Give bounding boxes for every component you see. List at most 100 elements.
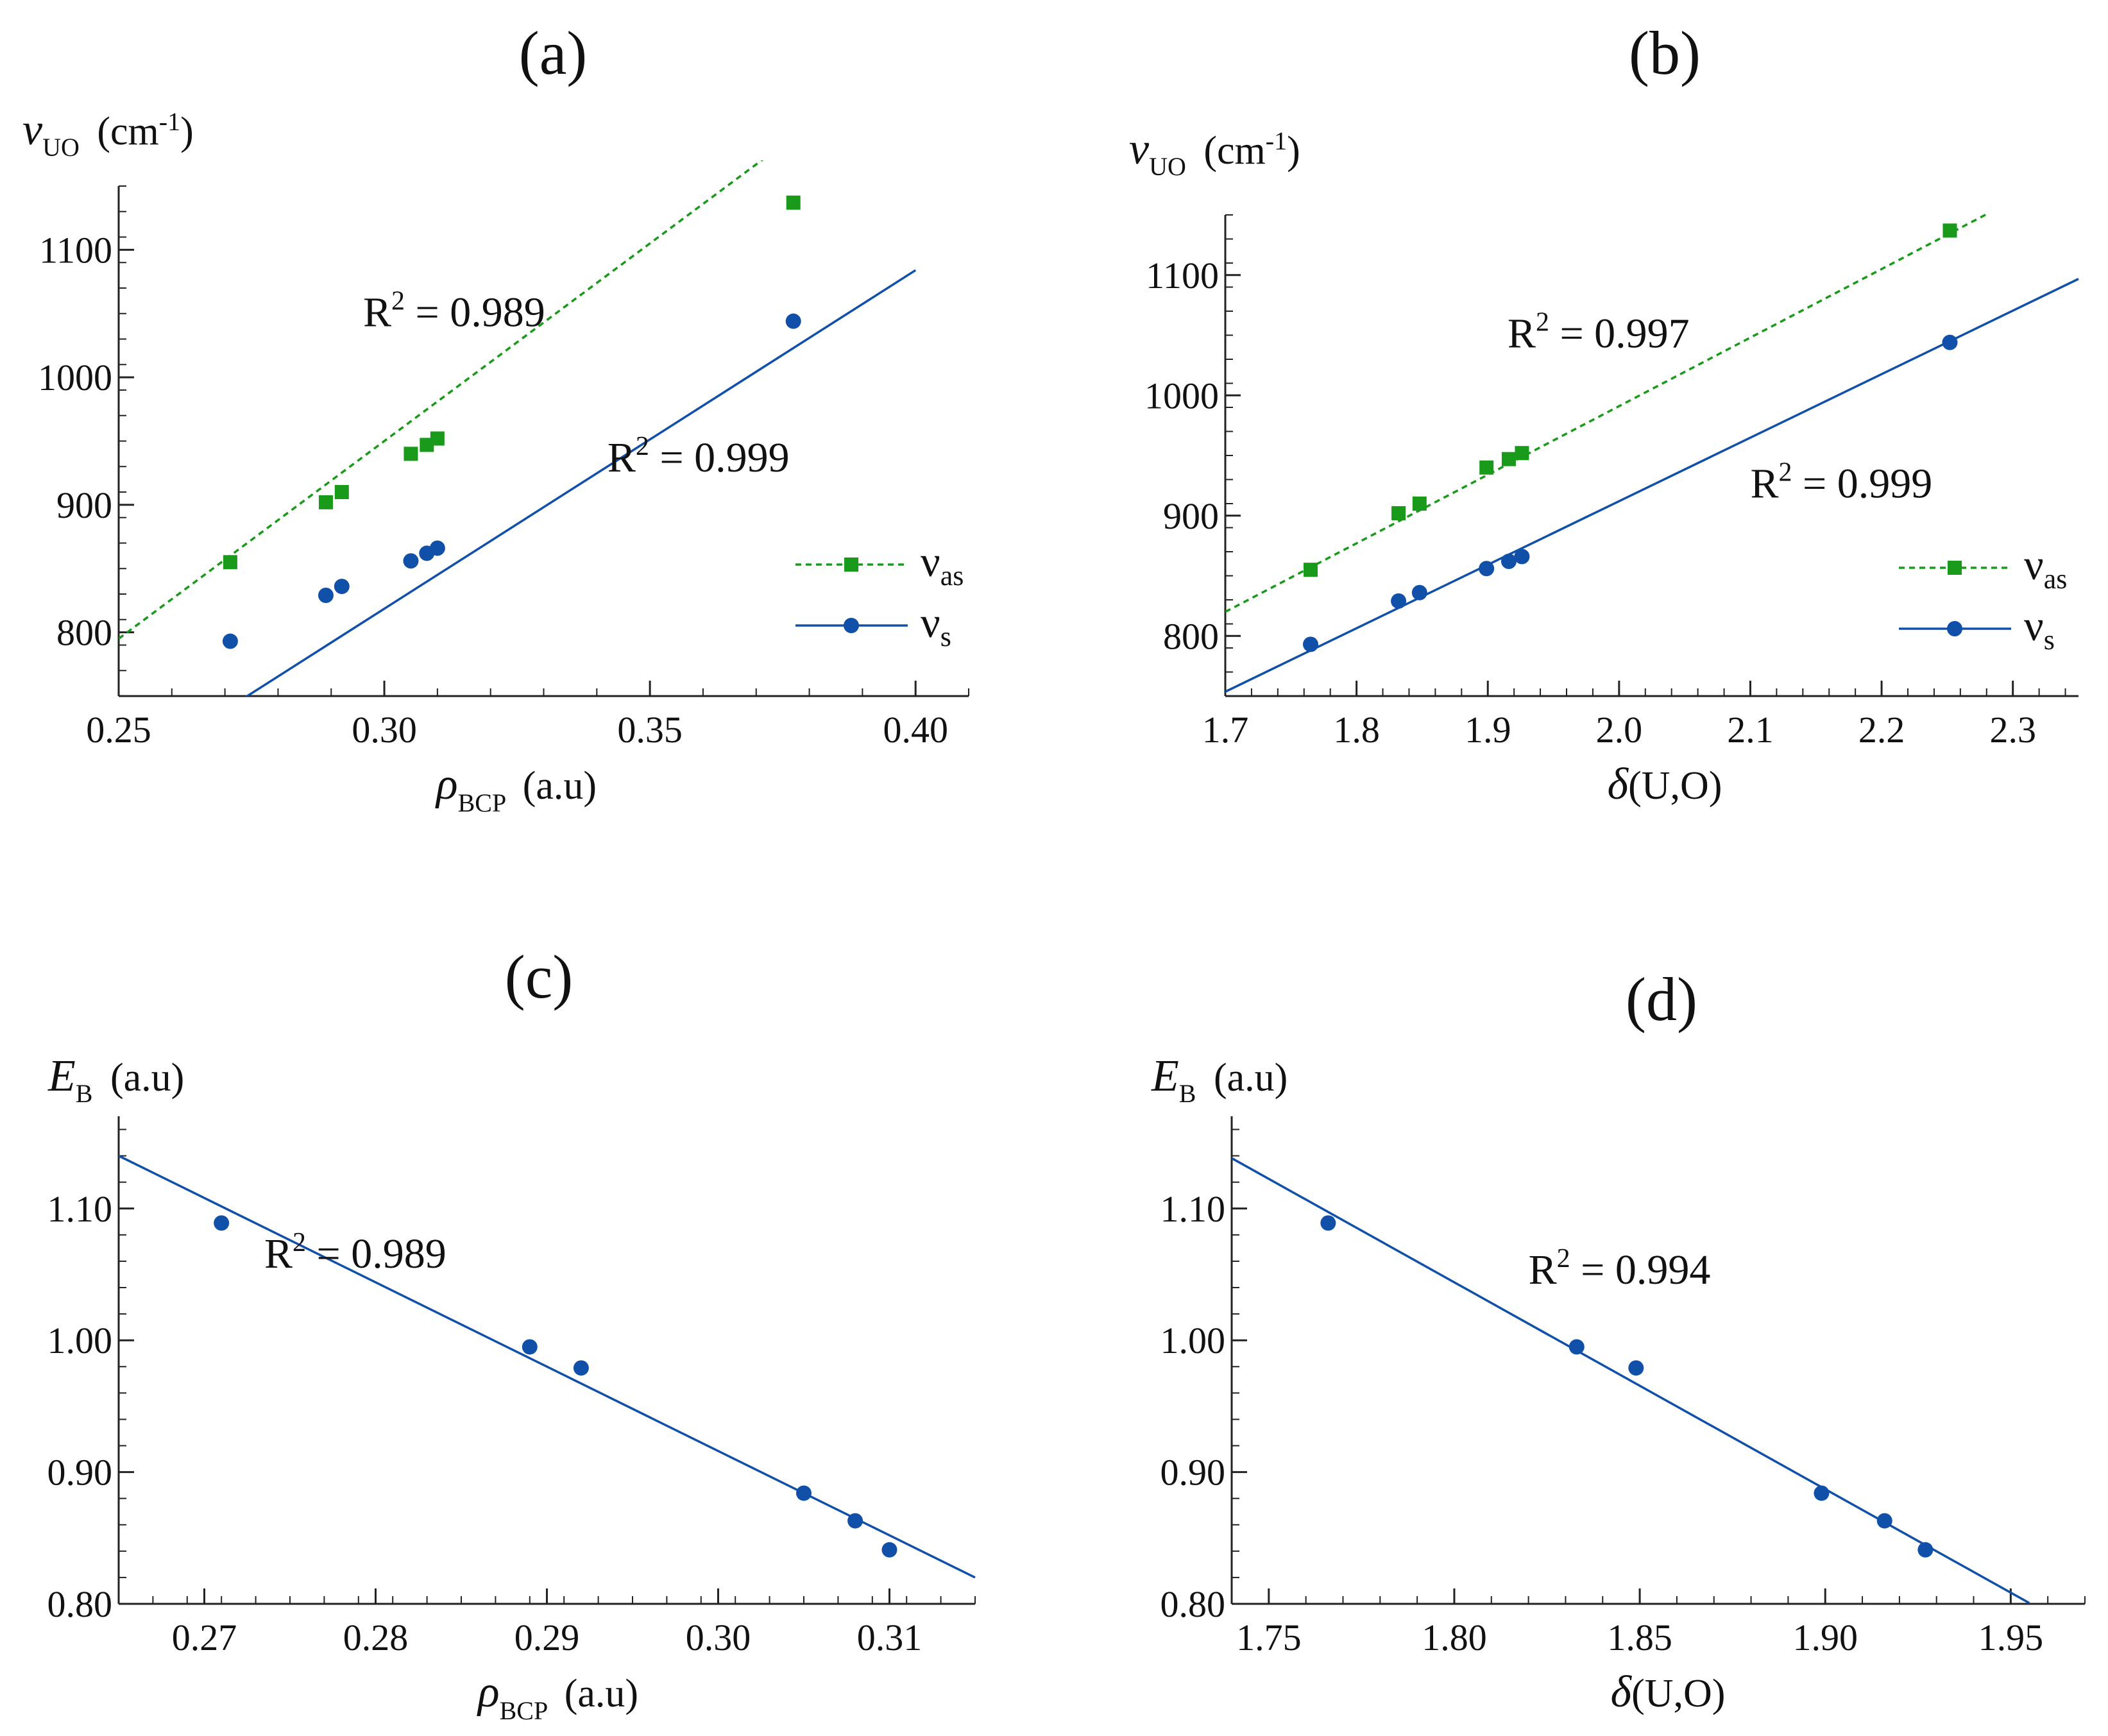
data-point <box>1303 636 1318 652</box>
series-s: R2 = 0.994 <box>1232 1157 2030 1604</box>
legend-entry: νas <box>1899 540 2067 595</box>
y-axis-label: νUO (cm-1) <box>22 105 194 162</box>
r2-value: = 0.997 <box>1549 310 1690 357</box>
y-tick-label: 900 <box>1163 495 1219 537</box>
legend-subscript: s <box>2044 624 2055 656</box>
y-axis-unit-superscript: -1 <box>159 107 180 136</box>
data-point <box>420 438 434 452</box>
panel-label: (c) <box>505 942 574 1011</box>
x-tick-label: 1.9 <box>1465 709 1511 751</box>
data-point <box>214 1215 230 1231</box>
data-point <box>881 1542 897 1558</box>
y-axis-symbol: E <box>1151 1051 1179 1101</box>
fit-line <box>1225 278 2079 693</box>
data-point <box>1500 554 1517 569</box>
data-point <box>1628 1360 1644 1376</box>
legend-symbol: ν <box>921 598 940 647</box>
x-axis-symbol: ρ <box>435 760 458 809</box>
r2-label: R <box>1529 1247 1557 1293</box>
x-tick-label: 2.3 <box>1989 709 2036 751</box>
r2-value: = 0.994 <box>1570 1247 1711 1293</box>
legend-label: νas <box>921 537 964 591</box>
r2-value: = 0.989 <box>306 1230 446 1277</box>
legend-subscript: as <box>940 560 964 591</box>
legend-marker <box>1947 621 1962 636</box>
data-point <box>1391 593 1407 609</box>
fit-line <box>119 160 764 640</box>
x-tick-label: 2.0 <box>1596 709 1643 751</box>
data-point <box>1320 1215 1336 1231</box>
data-point <box>1304 563 1318 577</box>
data-point <box>429 540 445 556</box>
y-axis-unit-end: ) <box>180 110 194 153</box>
data-point <box>573 1360 589 1376</box>
data-point <box>1412 497 1427 511</box>
x-axis-label: δ(U,O) <box>1608 760 1722 809</box>
data-point <box>1391 506 1406 520</box>
x-tick-label: 0.27 <box>172 1617 237 1658</box>
fit-line <box>119 1155 976 1579</box>
x-axis-unit: (U,O) <box>1628 764 1722 808</box>
legend-entry: νas <box>795 537 964 591</box>
y-axis-unit: (cm <box>87 110 159 153</box>
x-axis-label: δ(U,O) <box>1611 1667 1726 1717</box>
fit-line <box>1232 1157 2030 1604</box>
y-axis-subscript: UO <box>1149 152 1186 181</box>
y-axis-label: νUO (cm-1) <box>1129 124 1300 181</box>
y-tick-label: 1.10 <box>1160 1188 1226 1230</box>
data-point <box>1514 549 1530 565</box>
x-tick-label: 0.30 <box>352 709 417 751</box>
data-point <box>222 633 238 649</box>
r2-value: = 0.999 <box>649 434 790 481</box>
y-axis-symbol: ν <box>22 105 43 155</box>
y-tick-label: 1100 <box>39 229 112 271</box>
x-axis-unit: (U,O) <box>1631 1672 1725 1715</box>
y-tick-label: 1000 <box>1144 375 1219 416</box>
data-point <box>430 431 445 446</box>
legend-symbol: ν <box>2024 540 2044 589</box>
y-tick-label: 0.80 <box>1160 1583 1226 1625</box>
data-point <box>1917 1542 1934 1558</box>
y-tick-label: 0.80 <box>47 1583 113 1625</box>
y-tick-label: 1.00 <box>47 1320 113 1361</box>
y-tick-label: 800 <box>1163 615 1219 657</box>
y-axis-unit: (cm <box>1194 129 1266 173</box>
y-axis-symbol: E <box>47 1051 76 1101</box>
r2-annotation: R2 = 0.994 <box>1529 1244 1711 1293</box>
y-tick-label: 1100 <box>1146 255 1219 296</box>
x-tick-label: 0.29 <box>514 1617 580 1658</box>
legend-symbol: ν <box>921 537 940 586</box>
data-point <box>786 195 801 210</box>
data-point <box>334 579 350 595</box>
x-tick-label: 1.8 <box>1333 709 1380 751</box>
x-tick-label: 0.35 <box>617 709 683 751</box>
legend-marker <box>844 557 858 572</box>
x-axis-label: ρBCP (a.u) <box>477 1667 638 1725</box>
data-point <box>796 1485 812 1501</box>
x-axis-unit: (a.u) <box>513 764 597 808</box>
legend-label: νs <box>2024 601 2055 656</box>
y-tick-label: 0.90 <box>1160 1452 1226 1493</box>
data-point <box>1876 1513 1892 1529</box>
r2-label: R <box>363 289 391 336</box>
y-tick-label: 1.00 <box>1160 1320 1226 1361</box>
data-point <box>1411 584 1427 600</box>
y-axis-label: EB (a.u) <box>1151 1051 1288 1108</box>
series-as: R2 = 0.997 <box>1225 213 1987 613</box>
y-tick-label: 1000 <box>38 357 112 398</box>
data-point <box>1479 460 1494 475</box>
x-axis-symbol: ρ <box>477 1667 500 1717</box>
x-tick-label: 0.25 <box>86 709 151 751</box>
legend-label: νs <box>921 598 951 652</box>
x-tick-label: 1.7 <box>1202 709 1249 751</box>
y-axis-label: EB (a.u) <box>47 1051 184 1108</box>
legend-marker <box>1948 561 1962 575</box>
x-tick-label: 1.85 <box>1607 1617 1672 1658</box>
x-tick-label: 1.80 <box>1422 1617 1487 1658</box>
data-point <box>1942 223 1957 238</box>
fit-line <box>245 269 917 696</box>
legend-marker <box>844 618 859 633</box>
x-tick-label: 1.75 <box>1236 1617 1302 1658</box>
